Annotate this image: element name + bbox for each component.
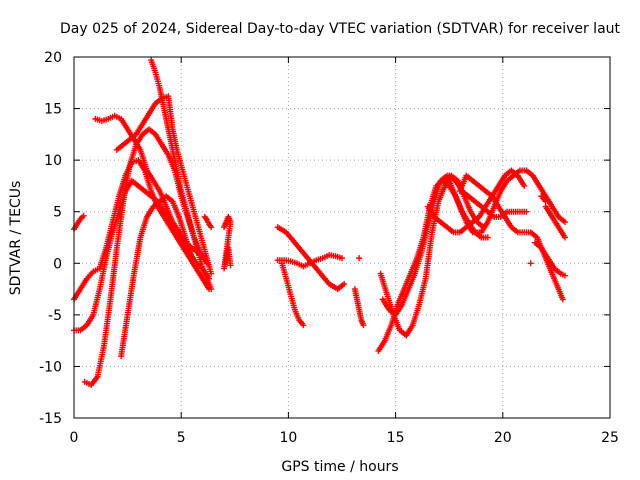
- series-sat-t: [456, 172, 566, 303]
- series-sat-f: [113, 93, 215, 277]
- y-tick-label: 0: [53, 256, 62, 272]
- y-tick-label: -10: [39, 359, 62, 375]
- plot-frame: [73, 56, 611, 419]
- data-point: [523, 208, 530, 215]
- x-tick-label: 0: [70, 430, 79, 446]
- y-tick-label: -5: [48, 308, 62, 324]
- data-point: [559, 296, 566, 303]
- y-tick-label: -15: [39, 411, 62, 427]
- data-point: [208, 270, 215, 277]
- series-sat-h: [71, 212, 87, 233]
- grid: [74, 57, 610, 418]
- axis-ticks: 0 5 10 15 20 25 -15 -10 -5 0 5 10 15 20: [39, 50, 619, 446]
- series-sat-i: [201, 213, 215, 231]
- data-point: [339, 255, 345, 262]
- x-tick-label: 10: [279, 430, 297, 446]
- y-tick-label: 10: [44, 153, 62, 169]
- data-point: [360, 322, 367, 329]
- x-tick-label: 25: [601, 430, 619, 446]
- data-point: [80, 212, 87, 219]
- y-tick-label: 5: [53, 205, 62, 221]
- series-sat-j: [221, 213, 234, 272]
- y-tick-label: 15: [44, 102, 62, 118]
- data-points: [71, 57, 568, 388]
- series-sat-m: [278, 260, 307, 329]
- series-sat-w: [538, 193, 568, 241]
- data-point: [527, 260, 534, 267]
- data-point: [542, 198, 549, 205]
- data-point: [341, 280, 348, 287]
- x-tick-label: 5: [177, 430, 186, 446]
- data-point: [300, 322, 307, 329]
- data-point: [227, 262, 234, 269]
- series-sat-l: [274, 252, 345, 270]
- data-point: [561, 234, 568, 241]
- data-point: [188, 255, 195, 262]
- chart-title: Day 025 of 2024, Sidereal Day-to-day VTE…: [60, 21, 621, 37]
- y-tick-label: 20: [44, 50, 62, 66]
- series-sat-n: [351, 255, 367, 329]
- data-point: [484, 234, 491, 241]
- series-sat-k: [274, 224, 348, 293]
- y-axis-label: SDTVAR / TECUs: [8, 181, 24, 296]
- data-point: [561, 272, 568, 279]
- data-point: [208, 224, 215, 231]
- series-sat-e: [118, 193, 195, 360]
- data-point: [561, 219, 568, 226]
- x-axis-label: GPS time / hours: [281, 459, 398, 475]
- x-tick-label: 15: [387, 430, 405, 446]
- series-sat-g: [148, 57, 215, 293]
- x-tick-label: 20: [494, 430, 512, 446]
- data-point: [208, 286, 215, 293]
- data-point: [356, 255, 363, 262]
- data-point: [521, 182, 528, 189]
- series-sat-v: [527, 239, 568, 279]
